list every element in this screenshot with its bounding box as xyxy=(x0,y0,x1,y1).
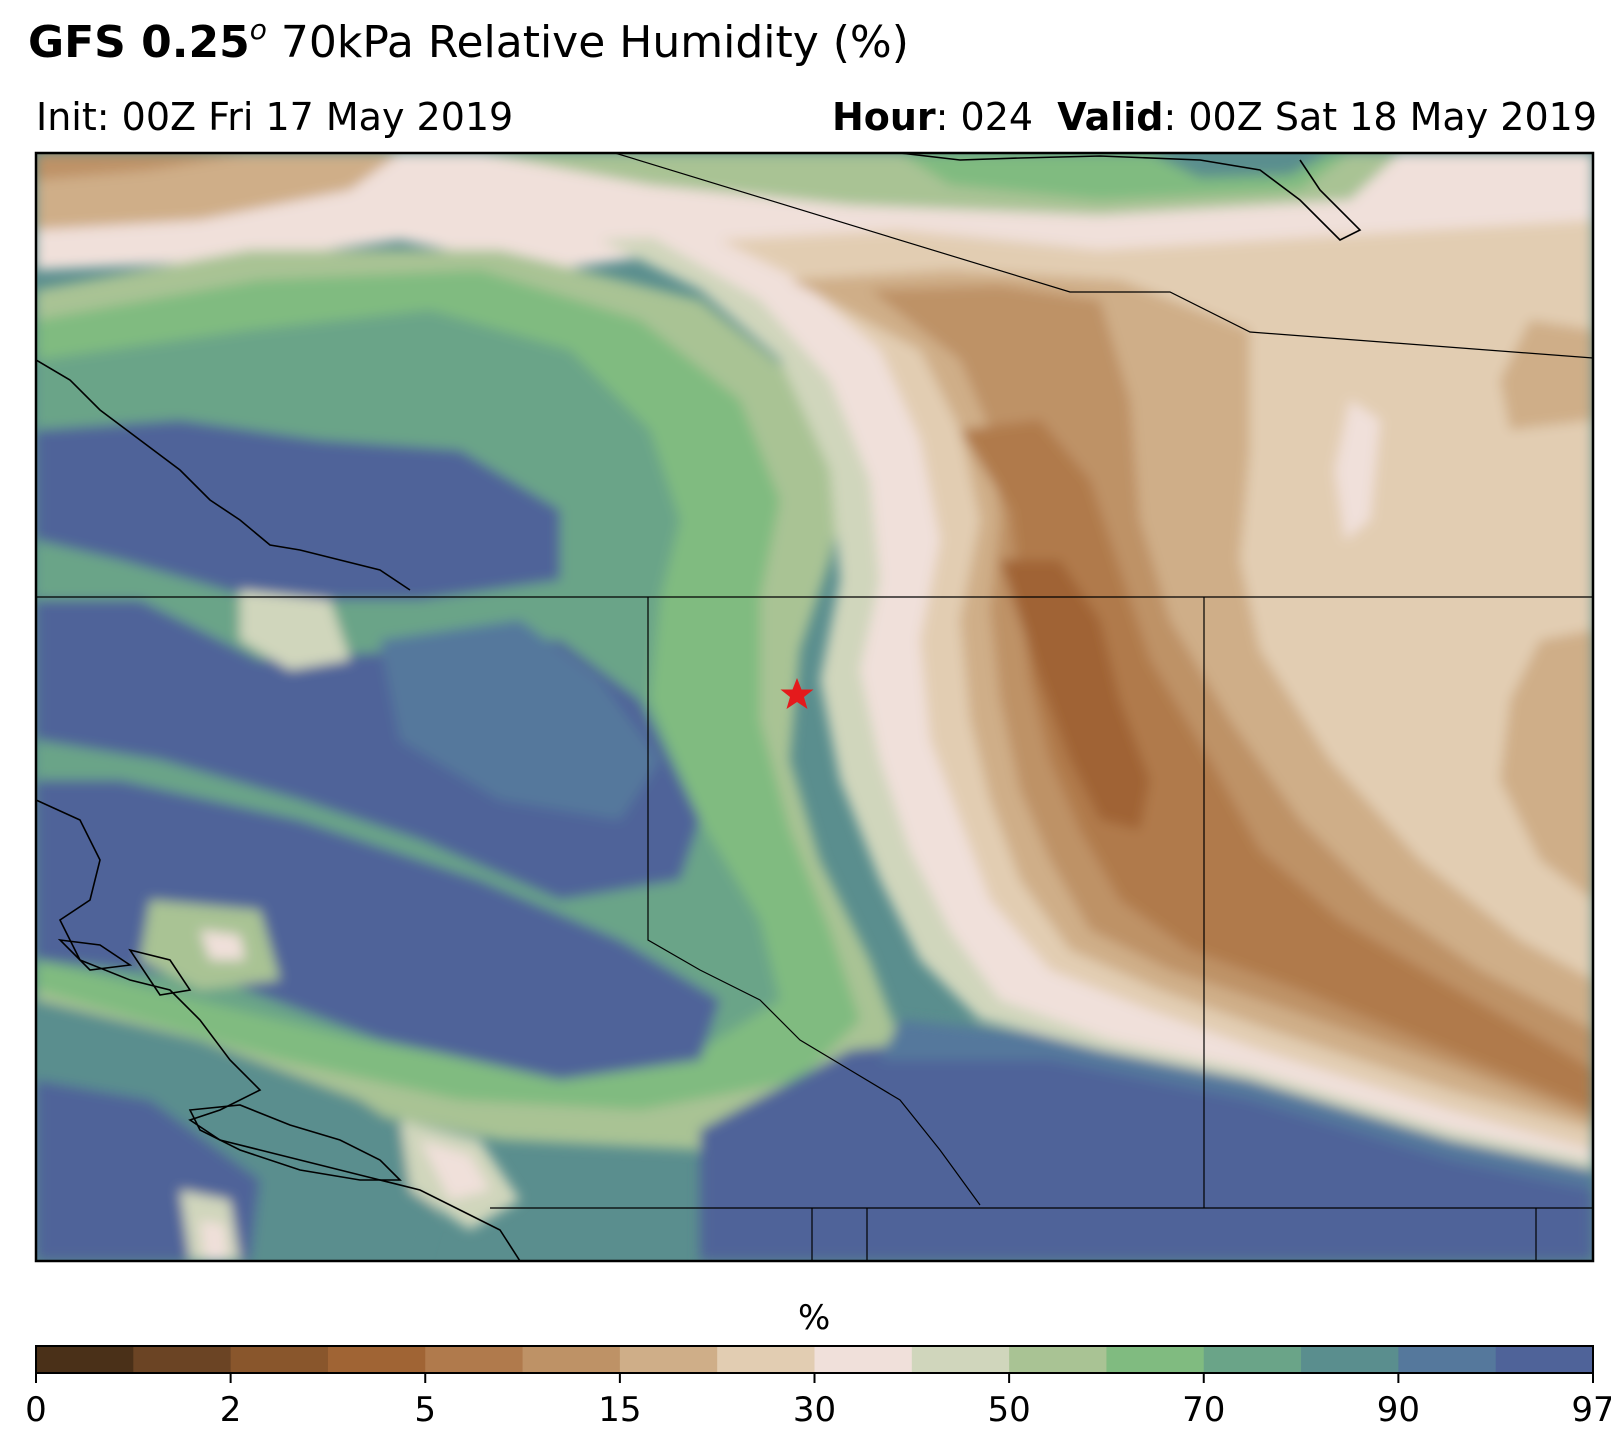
colorbar-swatch xyxy=(912,1346,1010,1373)
colorbar-swatch xyxy=(523,1346,621,1373)
colorbar-ticks xyxy=(36,1373,1593,1383)
colorbar-swatch xyxy=(36,1346,134,1373)
colorbar xyxy=(36,1346,1594,1373)
colorbar-swatch xyxy=(328,1346,426,1373)
colorbar-swatch xyxy=(425,1346,523,1373)
colorbar-swatch xyxy=(1301,1346,1399,1373)
colorbar-tick-label: 97 xyxy=(1571,1390,1611,1430)
colorbar-swatch xyxy=(1009,1346,1107,1373)
colorbar-tick-label: 0 xyxy=(25,1390,47,1430)
colorbar-swatch xyxy=(1496,1346,1594,1373)
colorbar-swatch xyxy=(717,1346,815,1373)
colorbar-swatch xyxy=(815,1346,913,1373)
humidity-field xyxy=(36,153,1593,1261)
colorbar-tick-label: 90 xyxy=(1377,1390,1420,1430)
colorbar-swatch xyxy=(231,1346,329,1373)
colorbar-label: % xyxy=(798,1298,830,1338)
colorbar-tick-label: 30 xyxy=(793,1390,836,1430)
colorbar-tick-label: 50 xyxy=(987,1390,1030,1430)
colorbar-swatch xyxy=(1204,1346,1302,1373)
colorbar-tick-label: 2 xyxy=(220,1390,242,1430)
colorbar-tick-label: 70 xyxy=(1182,1390,1225,1430)
colorbar-swatch xyxy=(1398,1346,1496,1373)
colorbar-tick-label: 15 xyxy=(598,1390,641,1430)
colorbar-swatch xyxy=(1106,1346,1204,1373)
colorbar-swatch xyxy=(133,1346,231,1373)
colorbar-tick-label: 5 xyxy=(414,1390,436,1430)
colorbar-swatch xyxy=(620,1346,718,1373)
